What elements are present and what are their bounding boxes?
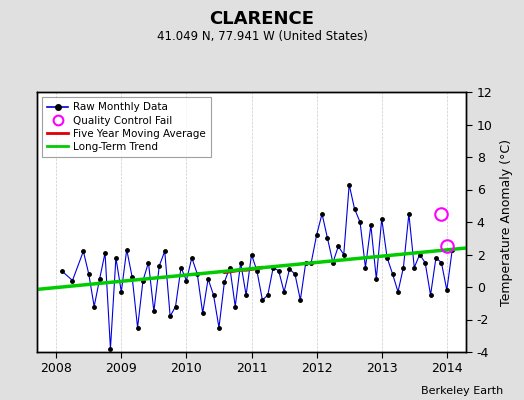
Text: CLARENCE: CLARENCE (210, 10, 314, 28)
Text: Berkeley Earth: Berkeley Earth (421, 386, 503, 396)
Y-axis label: Temperature Anomaly (°C): Temperature Anomaly (°C) (499, 138, 512, 306)
Text: 41.049 N, 77.941 W (United States): 41.049 N, 77.941 W (United States) (157, 30, 367, 43)
Legend: Raw Monthly Data, Quality Control Fail, Five Year Moving Average, Long-Term Tren: Raw Monthly Data, Quality Control Fail, … (42, 97, 211, 157)
